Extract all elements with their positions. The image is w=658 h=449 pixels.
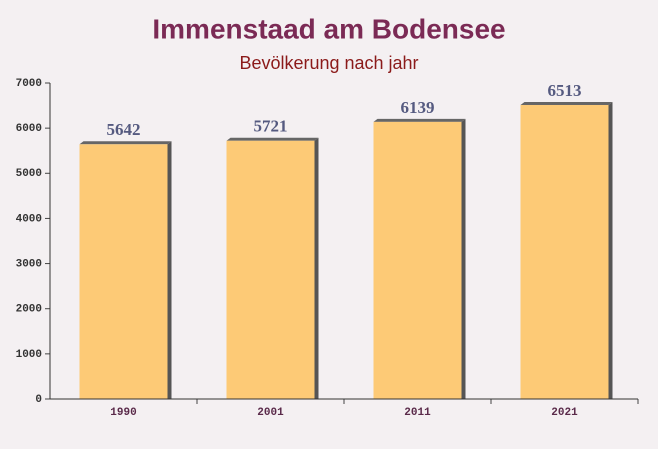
value-label: 6139 <box>401 98 435 117</box>
y-tick-label: 7000 <box>16 78 42 90</box>
x-tick-label: 2001 <box>257 407 284 419</box>
x-tick-label: 1990 <box>110 407 136 419</box>
bar-shadow <box>167 141 172 399</box>
y-tick-label: 6000 <box>16 123 42 135</box>
bar-shadow <box>461 118 466 400</box>
y-tick-label: 5000 <box>16 168 42 180</box>
value-label: 5721 <box>254 117 288 136</box>
x-tick-label: 2021 <box>551 407 578 419</box>
y-tick-label: 1000 <box>16 349 42 361</box>
bar <box>226 140 315 399</box>
bar-shadow <box>314 137 319 399</box>
chart-subtitle: Bevölkerung nach jahr <box>239 53 418 73</box>
bar <box>79 144 168 399</box>
bar <box>373 121 462 400</box>
y-tick-label: 0 <box>35 394 42 406</box>
bar-top <box>373 118 466 122</box>
value-label: 5642 <box>107 120 141 139</box>
bar-top <box>79 141 172 145</box>
y-tick-label: 4000 <box>16 213 42 225</box>
y-tick-label: 3000 <box>16 258 42 270</box>
bar-shadow <box>608 101 613 400</box>
bar-top <box>226 137 319 141</box>
bar-top <box>520 101 613 105</box>
x-tick-label: 2011 <box>404 407 431 419</box>
value-label: 6513 <box>548 81 582 100</box>
chart-title: Immenstaad am Bodensee <box>152 13 505 44</box>
bar <box>520 104 609 400</box>
y-tick-label: 2000 <box>16 304 42 316</box>
